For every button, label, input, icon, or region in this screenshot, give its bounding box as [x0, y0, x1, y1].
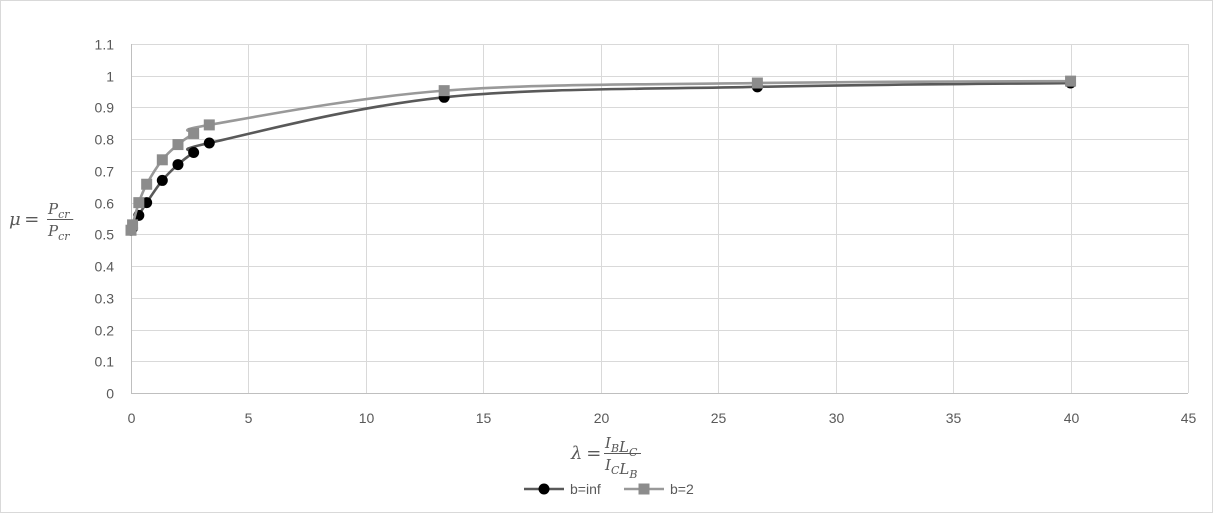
data-point [203, 119, 215, 131]
series-line [129, 79, 1071, 231]
y-tick-label: 0.8 [95, 132, 115, 148]
y-tick-label: 0.7 [95, 164, 115, 180]
label-denominator: Pcr [47, 222, 70, 243]
legend-marker [538, 483, 550, 495]
x-tick-label: 45 [1181, 410, 1197, 426]
x-tick-label: 10 [359, 410, 375, 426]
x-tick-label: 35 [946, 410, 962, 426]
label-symbol: λ [570, 443, 582, 464]
y-tick-label: 0.4 [95, 259, 115, 275]
y-tick-label: 1.1 [95, 37, 115, 53]
data-point [188, 127, 200, 139]
series-line [129, 81, 1071, 232]
label-numerator: IBLC [604, 434, 638, 459]
y-tick-label: 1 [106, 69, 114, 85]
data-point [127, 219, 139, 231]
x-tick-label: 30 [829, 410, 845, 426]
legend-label: b=2 [670, 481, 694, 497]
y-tick-label: 0.5 [95, 227, 115, 243]
label-equals: = [24, 209, 39, 230]
data-point [156, 174, 168, 186]
data-point [172, 159, 184, 171]
y-tick-label: 0 [106, 386, 114, 402]
data-point [188, 147, 200, 159]
y-tick-label: 0.2 [95, 323, 115, 339]
legend-item-2: b=2 [624, 481, 694, 497]
legend-label: b=inf [570, 481, 601, 497]
x-tick-label: 5 [245, 410, 253, 426]
tick-labels: 0 0.1 0.2 0.3 0.4 0.5 0.6 0.7 0.8 0.9 1 1.1 0 5 10 15 20… [95, 37, 1197, 427]
label-denominator: ICLB [604, 456, 637, 481]
series-group [125, 75, 1077, 236]
data-point [133, 197, 145, 209]
x-tick-label: 0 [128, 410, 136, 426]
y-tick-label: 0.1 [95, 354, 115, 370]
data-point [141, 178, 153, 190]
axes [131, 44, 1188, 394]
data-point [172, 139, 184, 151]
legend-item-1: b=inf [524, 481, 601, 497]
label-symbol: μ [9, 209, 21, 230]
data-point [438, 85, 450, 97]
label-numerator: Pcr [47, 200, 70, 221]
data-point [751, 77, 763, 89]
data-point [1065, 75, 1077, 87]
series-1 [125, 77, 1077, 236]
legend-marker [638, 483, 650, 495]
data-point [203, 137, 215, 149]
legend: b=inf b=2 [524, 481, 694, 497]
x-tick-label: 15 [476, 410, 492, 426]
series-2 [125, 75, 1077, 236]
x-tick-label: 20 [594, 410, 610, 426]
y-tick-label: 0.6 [95, 196, 115, 212]
y-tick-label: 0.3 [95, 291, 115, 307]
x-tick-label: 25 [711, 410, 727, 426]
gridlines [131, 44, 1189, 393]
y-tick-label: 0.9 [95, 100, 115, 116]
data-point [156, 154, 168, 166]
label-equals: = [586, 443, 601, 464]
x-tick-label: 40 [1064, 410, 1080, 426]
